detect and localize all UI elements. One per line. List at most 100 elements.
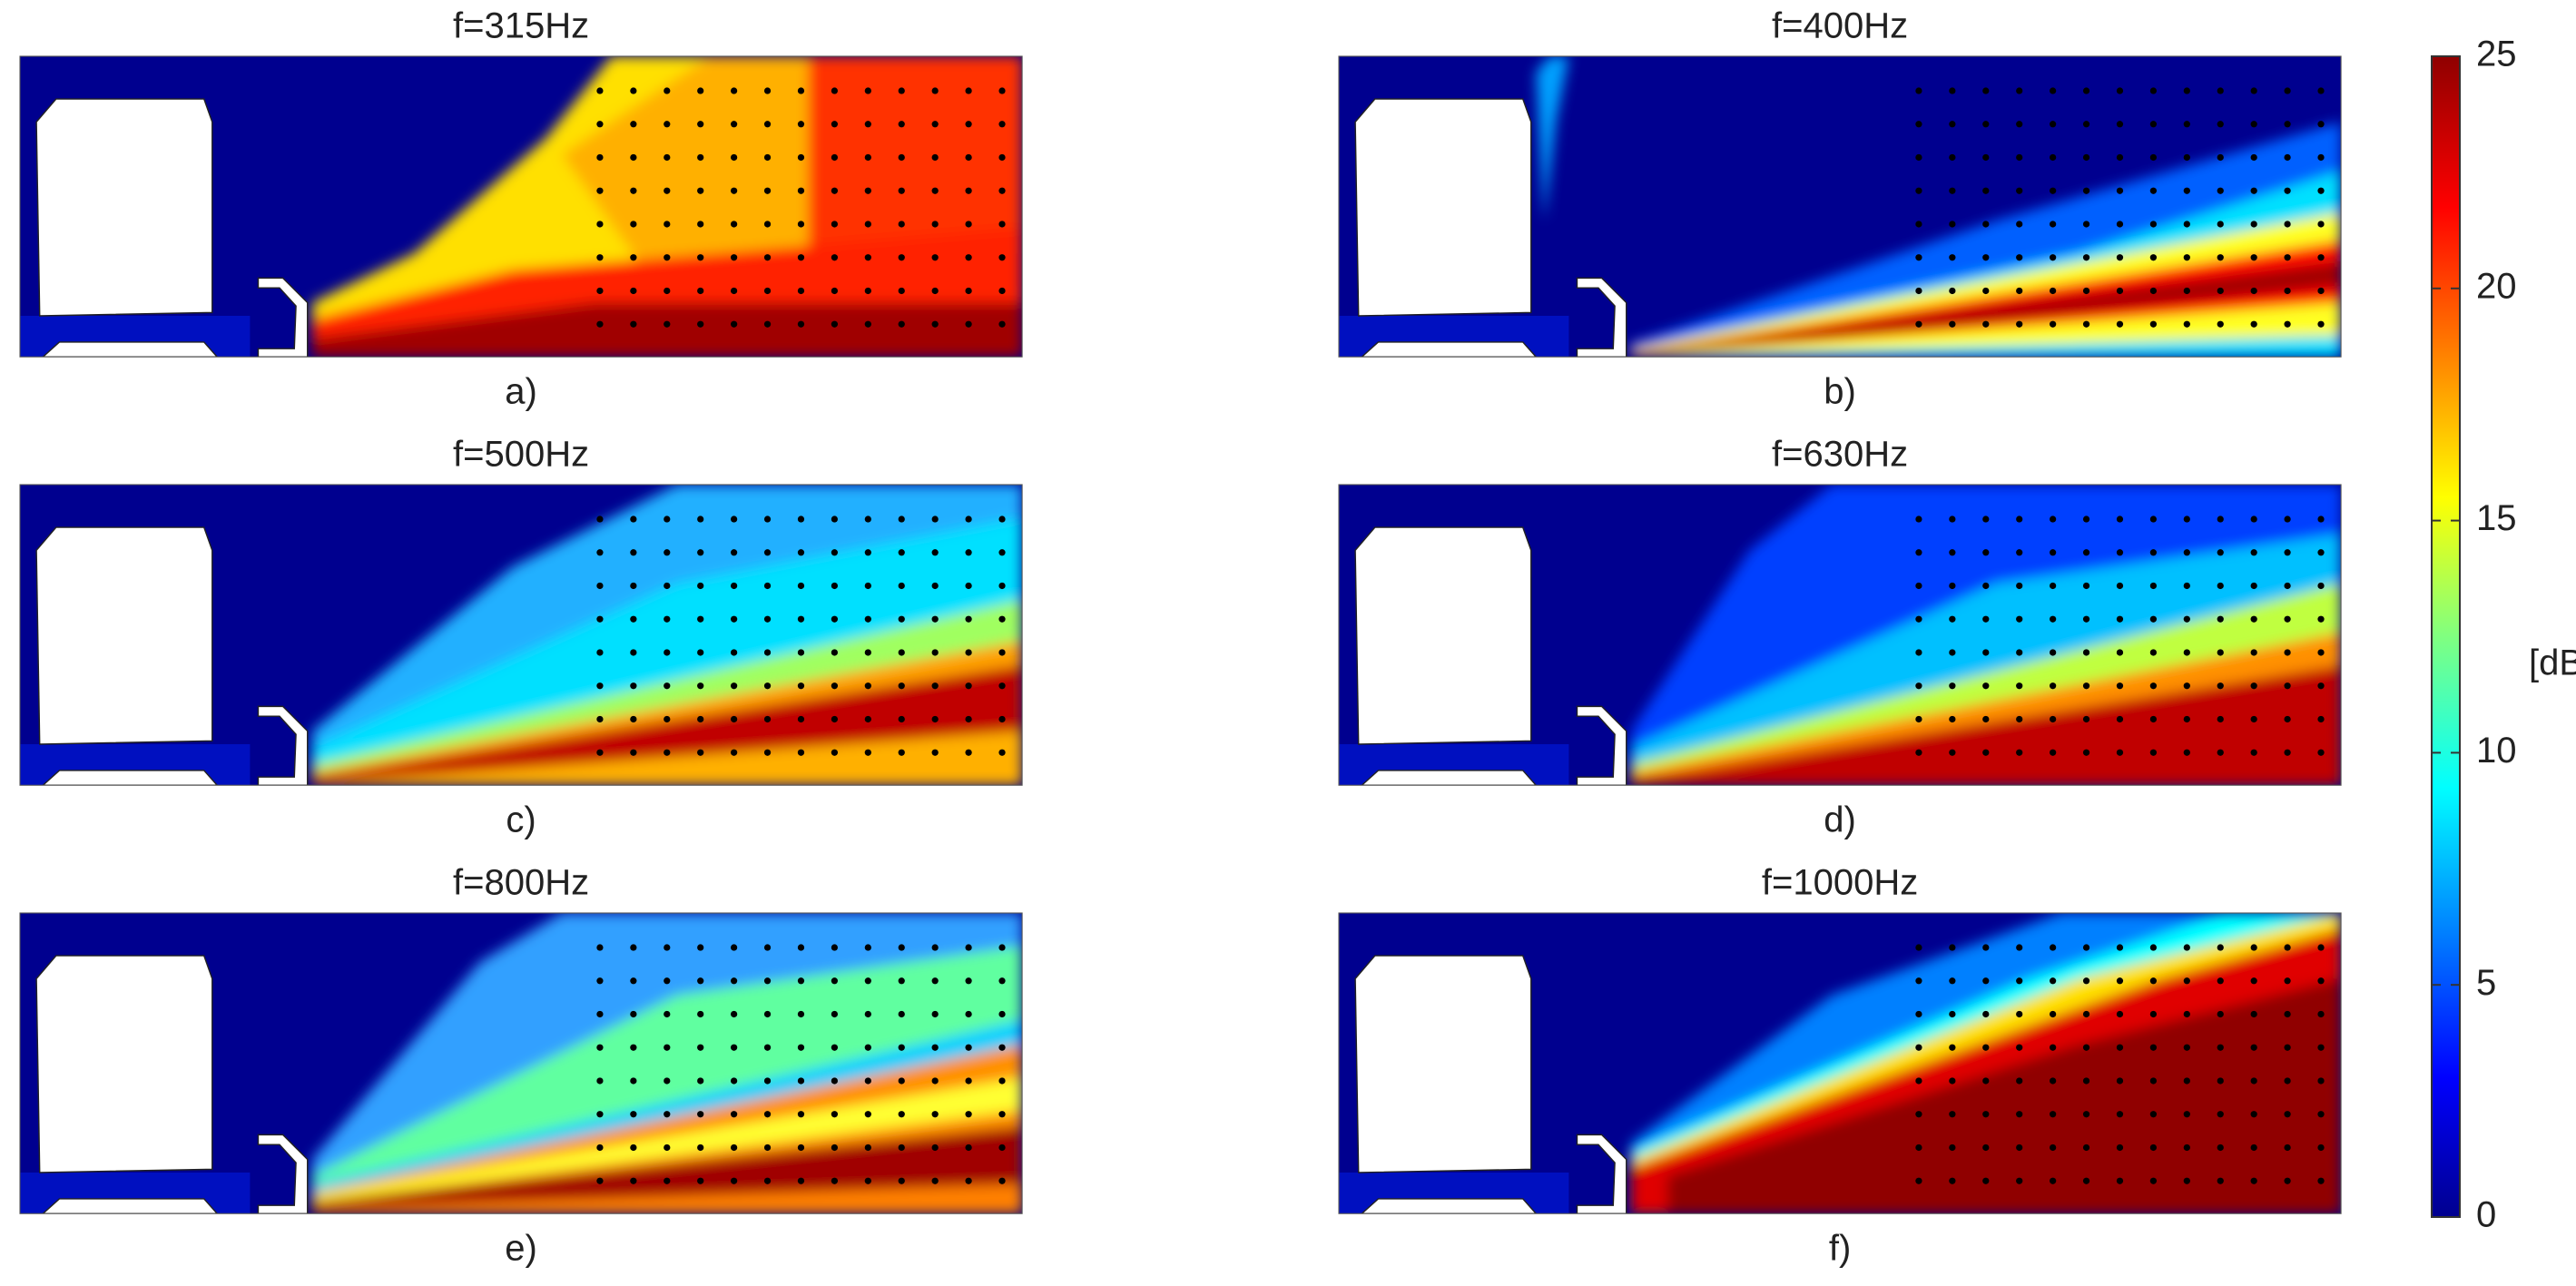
- microphone-point: [2149, 1177, 2158, 1184]
- field-beams: [1631, 485, 2342, 786]
- microphone-point: [2217, 221, 2224, 228]
- field-beam: [312, 731, 1023, 786]
- wheel-base: [42, 341, 219, 358]
- field-beam: [312, 302, 1023, 358]
- microphone-point: [1982, 515, 1990, 523]
- barrier: [1576, 277, 1627, 358]
- microphone-point: [697, 515, 704, 523]
- vehicle: [1354, 955, 1532, 1173]
- microphone-point: [2183, 121, 2190, 128]
- microphone-point: [2183, 1010, 2190, 1018]
- colorbar-label: [dB]: [2529, 643, 2576, 683]
- microphone-point: [898, 1177, 905, 1184]
- microphone-point: [763, 582, 772, 590]
- panel-label: e): [505, 1229, 537, 1269]
- microphone-point: [2082, 649, 2090, 656]
- microphone-point: [731, 682, 738, 690]
- microphone-point: [2183, 153, 2190, 162]
- field-beam: [312, 665, 1023, 784]
- microphone-point: [931, 515, 939, 523]
- microphone-point: [763, 515, 772, 523]
- microphone-point: [831, 153, 839, 162]
- vehicle: [35, 526, 213, 745]
- microphone-point: [2082, 320, 2090, 328]
- microphone-point: [731, 615, 738, 623]
- microphone-point: [2050, 287, 2057, 295]
- microphone-point: [664, 682, 671, 690]
- microphone-point: [763, 320, 772, 328]
- microphone-point: [2217, 254, 2224, 261]
- microphone-point: [864, 582, 871, 590]
- microphone-point: [2317, 715, 2325, 723]
- microphone-point: [797, 187, 805, 194]
- vehicle: [35, 955, 213, 1173]
- field: [1339, 913, 2342, 1214]
- microphone-point: [998, 1111, 1006, 1118]
- microphone-point: [898, 582, 905, 590]
- panel-title: f=630Hz: [1772, 435, 1908, 475]
- microphone-point: [2050, 87, 2057, 94]
- microphone-point: [664, 121, 671, 128]
- barrier: [1576, 705, 1627, 786]
- microphone-point: [2250, 1010, 2257, 1018]
- panel-frame: [19, 484, 1023, 786]
- microphone-point: [2183, 615, 2190, 623]
- microphone-point: [1982, 254, 1990, 261]
- colorbar-tick-label: 0: [2476, 1195, 2496, 1235]
- microphone-point: [1949, 582, 1956, 590]
- microphone-point: [2116, 549, 2124, 556]
- microphone-point: [898, 1077, 905, 1085]
- microphone-point: [1949, 187, 1956, 194]
- barrier: [257, 705, 309, 786]
- microphone-point: [2016, 1144, 2023, 1152]
- microphone-point: [731, 121, 738, 128]
- microphone-point: [630, 682, 637, 690]
- vehicle: [1354, 98, 1532, 317]
- microphone-point: [2149, 715, 2158, 723]
- microphone-point: [898, 1044, 905, 1051]
- microphone-point: [1915, 944, 1922, 951]
- microphone-point: [2050, 649, 2057, 656]
- microphone-point: [1915, 977, 1922, 985]
- microphone-point: [2149, 287, 2158, 295]
- microphone-point: [2317, 254, 2325, 261]
- microphone-point: [831, 1177, 839, 1184]
- microphone-point: [931, 1010, 939, 1018]
- microphone-point: [2116, 153, 2124, 162]
- microphone-point: [2050, 582, 2057, 590]
- microphone-point: [1982, 944, 1990, 951]
- microphone-point: [797, 1077, 805, 1085]
- microphone-point: [898, 1010, 905, 1018]
- microphone-point: [697, 615, 704, 623]
- microphone-point: [2284, 682, 2291, 690]
- microphone-point: [2183, 1177, 2190, 1184]
- microphone-point: [2016, 153, 2023, 162]
- microphone-point: [2016, 682, 2023, 690]
- microphone-point: [2016, 582, 2023, 590]
- microphone-point: [2317, 187, 2325, 194]
- field-beam: [1631, 211, 2342, 358]
- microphone-point: [2082, 1010, 2090, 1018]
- microphone-point: [2116, 715, 2124, 723]
- microphone-point: [630, 1111, 637, 1118]
- microphone-point: [864, 977, 871, 985]
- microphone-point: [1915, 515, 1922, 523]
- microphone-point: [731, 649, 738, 656]
- microphone-point: [2183, 1111, 2190, 1118]
- field-beam: [1631, 665, 2342, 786]
- microphone-point: [1915, 1144, 1922, 1152]
- microphone-point: [831, 254, 839, 261]
- microphone-point: [864, 153, 871, 162]
- microphone-point: [731, 1044, 738, 1051]
- microphone-point: [2116, 649, 2124, 656]
- microphone-point: [797, 287, 805, 295]
- microphone-point: [998, 254, 1006, 261]
- microphone-point: [931, 287, 939, 295]
- microphone-point: [998, 977, 1006, 985]
- microphone-point: [797, 1010, 805, 1018]
- microphone-point: [2149, 1044, 2158, 1051]
- microphone-point: [1915, 649, 1922, 656]
- microphone-point: [2149, 1111, 2158, 1118]
- microphone-point: [998, 221, 1006, 228]
- microphone-point: [2082, 287, 2090, 295]
